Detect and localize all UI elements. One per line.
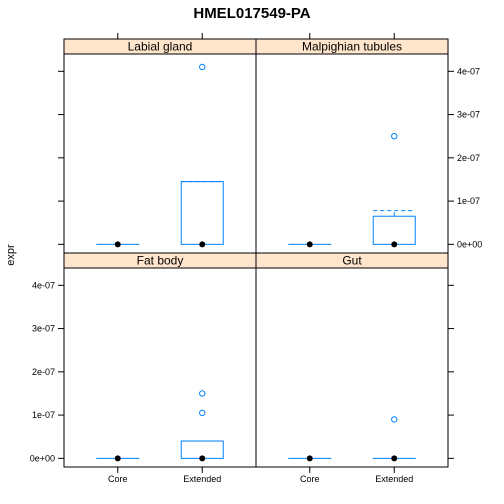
ytick-label-right-1: 1e-07 [457,196,480,206]
median-fat-body-extended [199,455,206,462]
y-axis-label: expr [5,244,17,266]
ytick-label-right-3: 3e-07 [457,110,480,120]
ytick-label-right-0: 0e+00 [457,239,482,249]
ytick-label-left-1: 1e-07 [32,410,55,420]
panel-frame-malpighian-tubules [255,53,449,254]
panel-frame-gut [255,267,449,468]
xtick-label-1-1: Extended [375,474,413,484]
outlier-fat-body-extended-2 [199,409,206,417]
ytick-label-left-3: 3e-07 [32,324,55,334]
outlier-fat-body-extended-1 [199,390,206,397]
xtick-label-0-1: Extended [183,474,221,484]
outlier-malpighian-tubules-extended-1 [391,132,398,140]
strip-label-gut: Gut [342,254,362,268]
panel-frame-fat-body [63,267,257,468]
ytick-label-right-2: 2e-07 [457,153,480,163]
median-gut-extended [391,455,398,462]
ytick-label-right-4: 4e-07 [457,66,480,76]
median-malpighian-tubules-core [306,241,313,248]
strip-label-labial-gland: Labial gland [128,40,193,54]
median-labial-gland-core [114,241,121,248]
xtick-label-1-0: Core [300,474,320,484]
ytick-label-left-2: 2e-07 [32,367,55,377]
strip-label-fat-body: Fat body [137,254,184,268]
box-malpighian-tubules-extended [372,215,416,245]
ytick-label-left-4: 4e-07 [32,280,55,290]
outlier-labial-gland-extended-1 [199,63,206,71]
chart-title: HMEL017549-PA [193,5,310,22]
xtick-label-0-0: Core [108,474,128,484]
panels-group: Labial gland Malpighian tubules Fat body Gu… [30,33,482,484]
median-labial-gland-extended [199,241,206,248]
median-gut-core [306,455,313,462]
median-fat-body-core [114,455,121,462]
ytick-label-left-0: 0e+00 [30,453,55,463]
strip-label-malpighian-tubules: Malpighian tubules [302,40,402,54]
panel-frame-labial-gland [63,53,257,254]
box-labial-gland-extended [180,181,224,245]
outlier-gut-extended-1 [391,416,398,423]
median-malpighian-tubules-extended [391,241,398,248]
